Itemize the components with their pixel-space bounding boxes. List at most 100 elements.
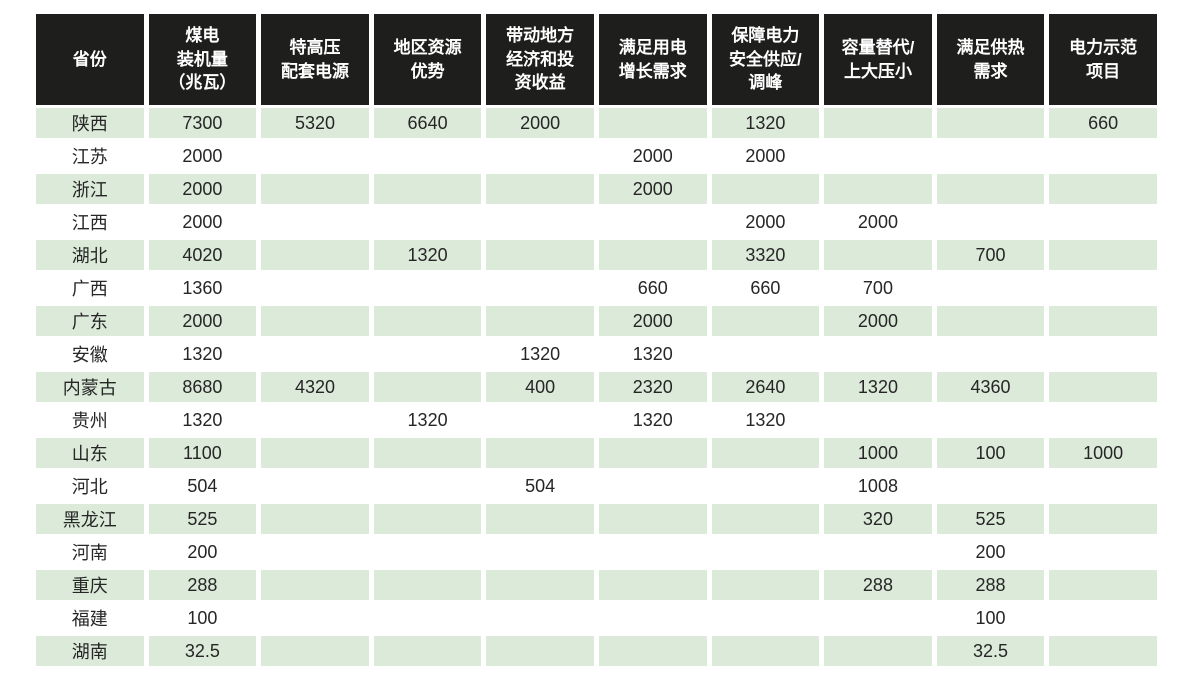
- value-cell: [1049, 537, 1157, 567]
- province-cell: 江西: [71, 213, 108, 233]
- table-row: 重庆 288 288 288: [36, 570, 1157, 600]
- value-cell: [261, 636, 369, 666]
- table-row: 广东 2000 2000 2000: [36, 306, 1157, 336]
- value-cell: [1049, 207, 1157, 237]
- value-cell: [1049, 636, 1157, 666]
- value-cell: [1049, 504, 1157, 534]
- value-cell: [373, 504, 482, 534]
- value-cell: [711, 570, 820, 600]
- value-cell: [373, 306, 482, 336]
- value-cell: 1320: [182, 343, 223, 364]
- table-row: 湖北 4020 1320 3320 700: [36, 240, 1157, 270]
- value-cell: [261, 537, 369, 567]
- province-cell: 广西: [71, 279, 108, 299]
- value-cell: [261, 438, 369, 468]
- value-cell: 200: [975, 541, 1006, 562]
- value-cell: 2640: [711, 372, 820, 402]
- value-cell: [598, 504, 707, 534]
- value-cell: [598, 570, 707, 600]
- value-cell: 100: [187, 607, 218, 628]
- header-row: 省份 煤电 装机量 （兆瓦） 特高压 配套电源 地区资源 优势 带动地方 经济和投 资收…: [36, 14, 1157, 105]
- table-row: 浙江 2000 2000: [36, 174, 1157, 204]
- value-cell: [824, 636, 932, 666]
- value-cell: [374, 471, 482, 501]
- value-cell: [824, 174, 932, 204]
- table-row: 湖南 32.5 32.5: [36, 636, 1157, 666]
- value-cell: 320: [824, 504, 932, 534]
- value-cell: [486, 405, 594, 435]
- header-cell-5: 满足用电 增长需求: [598, 14, 707, 105]
- value-cell: [374, 207, 482, 237]
- value-cell: 1320: [632, 409, 673, 430]
- value-cell: [711, 438, 820, 468]
- province-cell: 湖南: [36, 636, 144, 666]
- value-cell: [937, 471, 1045, 501]
- value-cell: [261, 570, 369, 600]
- value-cell: [1049, 273, 1157, 303]
- value-cell: [261, 207, 369, 237]
- value-cell: 2000: [598, 306, 707, 336]
- value-cell: 660: [637, 277, 668, 298]
- province-cell: 陕西: [36, 108, 144, 138]
- province-cell: 湖北: [36, 240, 144, 270]
- page: 省份 煤电 装机量 （兆瓦） 特高压 配套电源 地区资源 优势 带动地方 经济和投 资收…: [31, 11, 1162, 669]
- value-cell: 2000: [598, 174, 707, 204]
- value-cell: 4360: [936, 372, 1045, 402]
- value-cell: 100: [975, 607, 1006, 628]
- province-cell: 贵州: [71, 411, 108, 431]
- value-cell: 700: [936, 240, 1045, 270]
- value-cell: [261, 141, 369, 171]
- value-cell: [374, 537, 482, 567]
- value-cell: [936, 306, 1045, 336]
- header-cell-0: 省份: [36, 14, 144, 105]
- value-cell: [824, 339, 932, 369]
- value-cell: 660: [750, 277, 781, 298]
- value-cell: 2320: [598, 372, 707, 402]
- value-cell: [937, 207, 1045, 237]
- value-cell: [599, 471, 707, 501]
- value-cell: [486, 207, 594, 237]
- value-cell: [486, 174, 594, 204]
- value-cell: 700: [862, 277, 893, 298]
- value-cell: [937, 405, 1045, 435]
- value-cell: [1049, 306, 1157, 336]
- value-cell: 504: [187, 475, 218, 496]
- value-cell: [261, 240, 369, 270]
- value-cell: [712, 603, 820, 633]
- value-cell: 1320: [745, 409, 786, 430]
- value-cell: [711, 174, 820, 204]
- value-cell: [599, 603, 707, 633]
- header-cell-4: 带动地方 经济和投 资收益: [486, 14, 594, 105]
- value-cell: 2000: [486, 108, 594, 138]
- value-cell: 1000: [1049, 438, 1157, 468]
- header-cell-8: 满足供热 需求: [936, 14, 1045, 105]
- value-cell: [937, 273, 1045, 303]
- value-cell: [598, 240, 707, 270]
- value-cell: [1049, 141, 1157, 171]
- value-cell: [374, 339, 482, 369]
- value-cell: [1049, 603, 1157, 633]
- table-row: 福建 100 100: [36, 603, 1157, 633]
- value-cell: [1049, 570, 1157, 600]
- header-cell-3: 地区资源 优势: [373, 14, 482, 105]
- header-cell-2: 特高压 配套电源: [261, 14, 369, 105]
- header-cell-9: 电力示范 项目: [1049, 14, 1157, 105]
- value-cell: [1049, 405, 1157, 435]
- value-cell: [1049, 240, 1157, 270]
- value-cell: 1320: [520, 343, 561, 364]
- value-cell: 504: [525, 475, 556, 496]
- value-cell: 1320: [373, 240, 482, 270]
- value-cell: [712, 471, 820, 501]
- province-cell: 广东: [36, 306, 144, 336]
- province-cell: 江苏: [71, 147, 108, 167]
- value-cell: [486, 636, 594, 666]
- value-cell: 288: [936, 570, 1045, 600]
- province-cell: 山东: [36, 438, 144, 468]
- value-cell: [711, 306, 820, 336]
- value-cell: 200: [187, 541, 218, 562]
- value-cell: [712, 339, 820, 369]
- value-cell: 1320: [824, 372, 932, 402]
- value-cell: [824, 108, 932, 138]
- value-cell: [936, 108, 1045, 138]
- value-cell: 4320: [261, 372, 369, 402]
